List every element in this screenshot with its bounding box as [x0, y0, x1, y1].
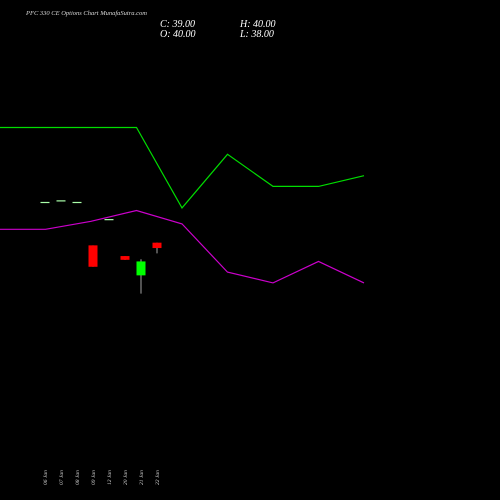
x-tick-label: 22 Jan [155, 470, 161, 485]
candle-body [104, 219, 114, 221]
candle-21-jan [136, 259, 146, 294]
low-value: L: 38.00 [240, 29, 274, 40]
x-tick-label: 06 Jan [43, 470, 49, 485]
indicator-line-1 [0, 126, 365, 209]
indicator-line-2 [0, 209, 365, 284]
candle-06-jan [40, 201, 50, 204]
candle-body [152, 242, 162, 249]
candle-08-jan [72, 201, 82, 204]
x-tick-label: 21 Jan [139, 470, 145, 485]
candle-body [136, 261, 146, 276]
candle-22-jan [152, 242, 162, 254]
x-tick-label: 20 Jan [123, 470, 129, 485]
candle-body [88, 245, 98, 267]
candle-body [56, 200, 66, 202]
x-tick-label: 08 Jan [75, 470, 81, 485]
close-value: C: 39.00 [160, 19, 195, 30]
high-value: H: 40.00 [240, 19, 276, 30]
x-tick-label: 12 Jan [107, 470, 113, 485]
candlesticks [40, 200, 162, 294]
indicator-lines [0, 126, 365, 284]
candle-body [72, 201, 82, 204]
x-axis-labels: 06 Jan 07 Jan 08 Jan 09 Jan 12 Jan 20 Jan 21 J… [43, 470, 161, 485]
open-value: O: 40.00 [160, 29, 196, 40]
candle-body [120, 256, 130, 260]
candle-20-jan [120, 256, 130, 260]
candle-12-jan [104, 219, 114, 221]
x-tick-label: 07 Jan [59, 470, 65, 485]
candle-body [40, 201, 50, 204]
x-tick-label: 09 Jan [91, 470, 97, 485]
candle-07-jan [56, 200, 66, 202]
chart-title: PFC 330 CE Options Chart MunafaSutra.com [26, 10, 147, 17]
candle-09-jan [88, 245, 98, 267]
